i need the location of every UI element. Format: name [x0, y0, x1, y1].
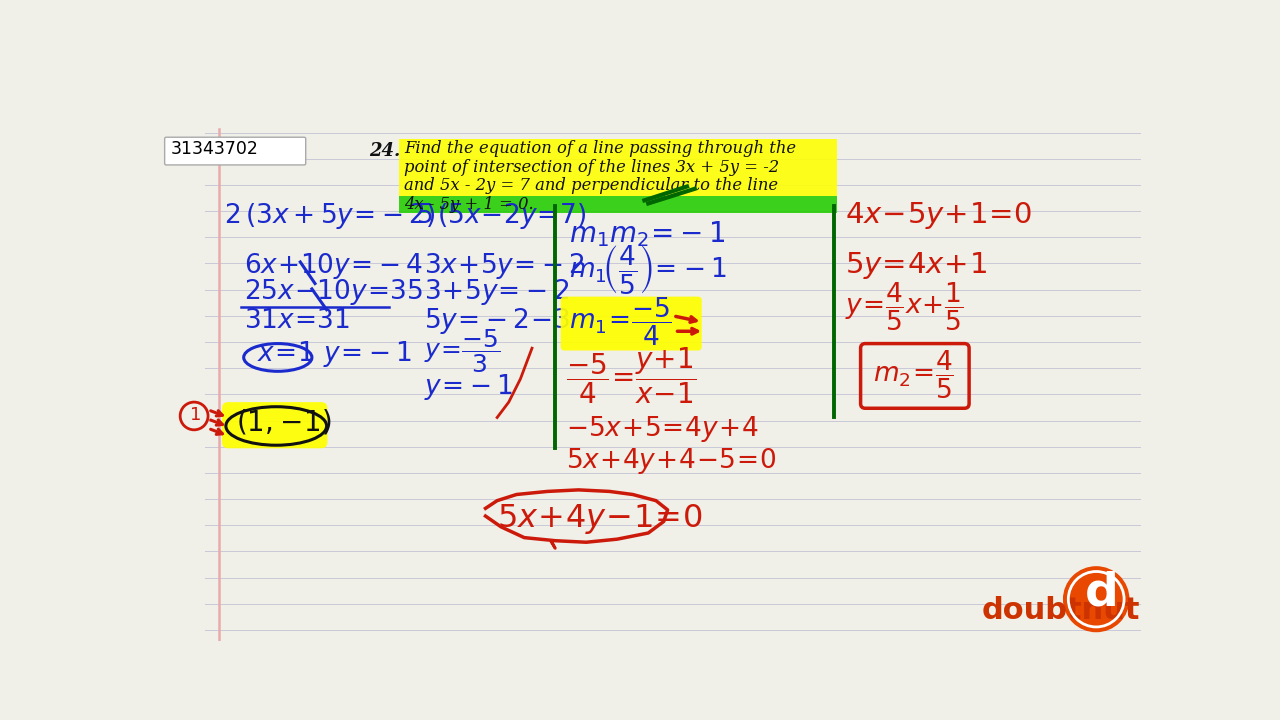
Text: $m_1\!=\!\dfrac{-5}{4}$: $m_1\!=\!\dfrac{-5}{4}$ — [570, 296, 672, 348]
Text: $-5x\!+\!5\!=\!4y\!+\!4$: $-5x\!+\!5\!=\!4y\!+\!4$ — [566, 414, 759, 444]
FancyBboxPatch shape — [398, 159, 837, 177]
Text: $6x\!+\!10y\!=\!-4$: $6x\!+\!10y\!=\!-4$ — [243, 251, 422, 281]
Text: $x\!=\!1$: $x\!=\!1$ — [257, 341, 314, 367]
Text: point of intersection of the lines 3x + 5y = -2: point of intersection of the lines 3x + … — [404, 159, 780, 176]
Text: $y\!=\!\dfrac{4}{5}x\!+\!\dfrac{1}{5}$: $y\!=\!\dfrac{4}{5}x\!+\!\dfrac{1}{5}$ — [845, 281, 964, 333]
Text: $25x\!-\!10y\!=\!35$: $25x\!-\!10y\!=\!35$ — [243, 277, 422, 307]
Text: $m_1\!\left(\dfrac{4}{5}\right)\!=\!-1$: $m_1\!\left(\dfrac{4}{5}\right)\!=\!-1$ — [570, 243, 727, 296]
Text: $3\!+\!5y\!=\!-2$: $3\!+\!5y\!=\!-2$ — [424, 277, 568, 307]
Text: $m_2\!=\!\dfrac{4}{5}$: $m_2\!=\!\dfrac{4}{5}$ — [873, 348, 954, 400]
Text: doubtnut: doubtnut — [982, 596, 1140, 625]
Text: 24.: 24. — [369, 142, 401, 160]
Text: $5y\!=\!4x\!+\!1$: $5y\!=\!4x\!+\!1$ — [845, 250, 987, 281]
Text: $(1,\!-\!1)$: $(1,\!-\!1)$ — [236, 408, 332, 436]
Text: $4x\!-\!5y\!+\!1\!=\!0$: $4x\!-\!5y\!+\!1\!=\!0$ — [845, 200, 1033, 231]
FancyBboxPatch shape — [398, 177, 837, 196]
Text: $5\,(5x\!-\!2y\!=\!7)$: $5\,(5x\!-\!2y\!=\!7)$ — [416, 202, 586, 231]
Text: $5x\!+\!4y\!+\!4\!-\!5\!=\!0$: $5x\!+\!4y\!+\!4\!-\!5\!=\!0$ — [566, 446, 777, 477]
Text: $5x\!+\!4y\!-\!1\!=\!0$: $5x\!+\!4y\!-\!1\!=\!0$ — [497, 502, 703, 536]
Text: and 5x - 2y = 7 and perpendicular to the line: and 5x - 2y = 7 and perpendicular to the… — [404, 177, 778, 194]
Circle shape — [1064, 567, 1129, 631]
Text: $m_1 m_2\!=\!-1$: $m_1 m_2\!=\!-1$ — [570, 219, 726, 248]
FancyBboxPatch shape — [398, 139, 837, 159]
FancyBboxPatch shape — [165, 138, 306, 165]
Text: $y\!=\!\dfrac{-5}{3}$: $y\!=\!\dfrac{-5}{3}$ — [424, 327, 500, 374]
Text: $y\!=\!-1$: $y\!=\!-1$ — [424, 372, 512, 402]
Text: Find the equation of a line passing through the: Find the equation of a line passing thro… — [404, 140, 796, 158]
Text: $y\!=\!-1$: $y\!=\!-1$ — [323, 339, 412, 369]
Text: 31343702: 31343702 — [170, 140, 259, 158]
Text: $5y\!=\!-2\!-\!3$: $5y\!=\!-2\!-\!3$ — [424, 306, 570, 336]
FancyBboxPatch shape — [221, 402, 328, 449]
Text: $2\,(3x+5y\!=\!-2)$: $2\,(3x+5y\!=\!-2)$ — [224, 202, 435, 231]
Text: d: d — [1084, 570, 1119, 616]
Text: $1$: $1$ — [189, 406, 201, 424]
Text: $3x\!+\!5y\!=\!-2$: $3x\!+\!5y\!=\!-2$ — [424, 251, 585, 281]
Text: 4x - 5y + 1 = 0.: 4x - 5y + 1 = 0. — [404, 196, 534, 213]
Text: $31x\!=\!31$: $31x\!=\!31$ — [243, 308, 349, 334]
FancyBboxPatch shape — [398, 196, 837, 213]
Text: $\dfrac{-5}{4}\!=\!\dfrac{y\!+\!1}{x\!-\!1}$: $\dfrac{-5}{4}\!=\!\dfrac{y\!+\!1}{x\!-\… — [566, 345, 696, 406]
FancyBboxPatch shape — [561, 297, 701, 351]
